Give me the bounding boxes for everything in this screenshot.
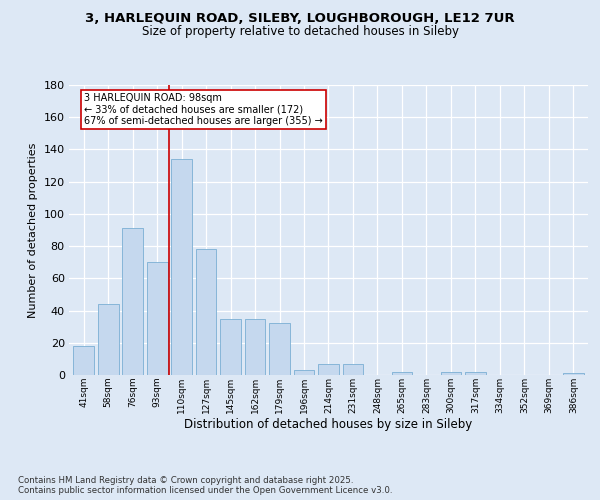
Text: 3, HARLEQUIN ROAD, SILEBY, LOUGHBOROUGH, LE12 7UR: 3, HARLEQUIN ROAD, SILEBY, LOUGHBOROUGH,… [85,12,515,26]
Y-axis label: Number of detached properties: Number of detached properties [28,142,38,318]
Bar [343,364,364,375]
Bar [73,346,94,375]
Text: Size of property relative to detached houses in Sileby: Size of property relative to detached ho… [142,25,458,38]
Bar [98,304,119,375]
Bar [220,318,241,375]
Bar [122,228,143,375]
Bar [171,159,192,375]
Bar [147,262,167,375]
Bar [196,250,217,375]
Text: Contains HM Land Registry data © Crown copyright and database right 2025.
Contai: Contains HM Land Registry data © Crown c… [18,476,392,495]
Bar [245,318,265,375]
Bar [563,374,584,375]
Bar [392,372,412,375]
Bar [440,372,461,375]
Bar [293,370,314,375]
Bar [465,372,486,375]
Bar [269,324,290,375]
X-axis label: Distribution of detached houses by size in Sileby: Distribution of detached houses by size … [184,418,473,432]
Bar [318,364,339,375]
Text: 3 HARLEQUIN ROAD: 98sqm
← 33% of detached houses are smaller (172)
67% of semi-d: 3 HARLEQUIN ROAD: 98sqm ← 33% of detache… [84,93,323,126]
